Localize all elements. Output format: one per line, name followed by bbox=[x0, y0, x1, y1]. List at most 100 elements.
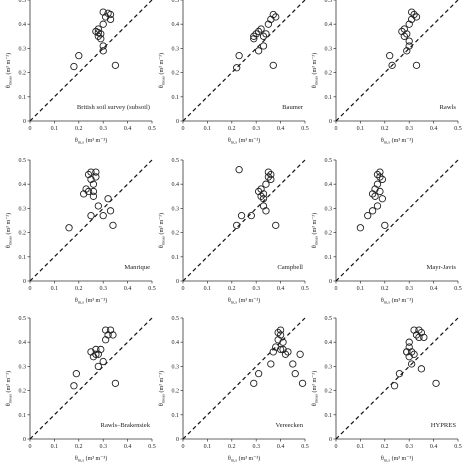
data-point bbox=[356, 224, 365, 232]
panel-2: 0 0.1 0.2 0.3 0.4 0.5 0 0.1 0.2 0.3 0.4 0.5 Baumer θm… bbox=[158, 0, 309, 146]
x-tick-label: 0.1 bbox=[357, 444, 365, 450]
y-tick-label: 0.4 bbox=[172, 22, 180, 28]
data-point bbox=[289, 360, 297, 368]
x-tick-label: 0 bbox=[335, 286, 338, 292]
y-tick-label: 0 bbox=[176, 279, 179, 285]
data-point bbox=[235, 166, 243, 174]
data-point bbox=[106, 207, 115, 215]
x-axis-label: θm,s (m³ m⁻³) bbox=[381, 455, 413, 464]
x-axis-label: θm,s (m³ m⁻³) bbox=[75, 455, 107, 464]
x-tick-label: 0.2 bbox=[75, 126, 83, 132]
data-point bbox=[405, 42, 413, 50]
data-point bbox=[279, 338, 287, 346]
y-tick-label: 0.3 bbox=[172, 206, 180, 212]
y-axis-label: θmeas (m³ m⁻³) bbox=[311, 213, 319, 248]
data-point bbox=[233, 64, 241, 72]
x-tick-label: 0.4 bbox=[430, 126, 438, 132]
x-tick-label: 0 bbox=[182, 286, 185, 292]
one-to-one-line bbox=[29, 159, 153, 282]
data-point bbox=[269, 61, 277, 69]
y-axis-label: θmeas (m³ m⁻³) bbox=[311, 371, 319, 406]
data-point bbox=[298, 379, 307, 387]
y-axis-label: θmeas (m³ m⁻³) bbox=[158, 213, 166, 248]
data-point bbox=[94, 202, 102, 210]
data-point bbox=[106, 10, 115, 19]
data-point bbox=[400, 32, 408, 40]
x-tick-label: 0.5 bbox=[454, 286, 462, 292]
panel-title: Campbell bbox=[277, 264, 303, 271]
data-point bbox=[70, 62, 78, 71]
one-to-one-line bbox=[335, 0, 459, 122]
data-point bbox=[99, 42, 107, 50]
y-tick-label: 0.5 bbox=[172, 316, 180, 322]
y-tick-label: 0.1 bbox=[325, 95, 333, 101]
x-tick-label: 0.4 bbox=[277, 286, 285, 292]
panel-title: British soil survey (subsoil) bbox=[77, 104, 150, 111]
data-point bbox=[257, 25, 265, 33]
y-tick-label: 0.2 bbox=[172, 71, 180, 77]
panel-title: Manrique bbox=[124, 264, 150, 271]
data-point bbox=[291, 370, 299, 378]
data-point bbox=[405, 37, 413, 45]
x-tick-label: 0.5 bbox=[454, 126, 462, 132]
one-to-one-line bbox=[29, 317, 153, 440]
data-point bbox=[410, 326, 418, 334]
y-axis-label: θmeas (m³ m⁻³) bbox=[5, 213, 13, 248]
x-axis-label: θm,s (m³ m⁻³) bbox=[75, 137, 107, 146]
data-point bbox=[237, 212, 246, 220]
y-tick-label: 0 bbox=[176, 437, 179, 443]
x-tick-label: 0 bbox=[182, 126, 185, 132]
x-tick-label: 0 bbox=[182, 444, 185, 450]
data-point bbox=[259, 32, 268, 40]
data-point bbox=[267, 170, 275, 179]
x-tick-label: 0 bbox=[29, 126, 32, 132]
x-tick-label: 0 bbox=[335, 126, 338, 132]
panel-5: 0 0.1 0.2 0.3 0.4 0.5 0 0.1 0.2 0.3 0.4 0.5 Campbell… bbox=[158, 158, 309, 306]
x-tick-label: 0.4 bbox=[124, 444, 132, 450]
x-tick-label: 0.1 bbox=[357, 286, 365, 292]
x-tick-label: 0.2 bbox=[228, 286, 236, 292]
x-tick-label: 0.5 bbox=[454, 444, 462, 450]
data-point bbox=[412, 13, 421, 21]
x-tick-label: 0.3 bbox=[252, 286, 260, 292]
x-tick-label: 0.1 bbox=[51, 126, 59, 132]
data-point bbox=[262, 207, 270, 215]
data-point bbox=[274, 328, 282, 337]
x-tick-label: 0.3 bbox=[405, 444, 413, 450]
data-point bbox=[92, 350, 100, 358]
x-tick-label: 0.3 bbox=[99, 286, 107, 292]
y-tick-label: 0.4 bbox=[325, 340, 333, 346]
data-point bbox=[252, 30, 260, 38]
one-to-one-line bbox=[335, 159, 459, 282]
x-tick-label: 0.2 bbox=[75, 444, 83, 450]
data-point bbox=[247, 212, 255, 220]
panel-title: Rawls–Brakensiek bbox=[101, 422, 151, 429]
x-axis-label: θm,s (m³ m⁻³) bbox=[381, 137, 413, 146]
data-point bbox=[70, 382, 78, 390]
y-tick-label: 0.3 bbox=[19, 46, 27, 52]
data-point bbox=[407, 8, 416, 16]
y-tick-label: 0.3 bbox=[19, 206, 27, 212]
x-tick-label: 0.5 bbox=[148, 126, 156, 132]
data-point bbox=[407, 348, 416, 356]
x-tick-label: 0.1 bbox=[51, 286, 59, 292]
x-tick-label: 0.2 bbox=[75, 286, 83, 292]
y-tick-label: 0.4 bbox=[19, 22, 27, 28]
data-point bbox=[264, 173, 273, 181]
data-point bbox=[395, 370, 404, 378]
x-tick-label: 0.2 bbox=[228, 126, 236, 132]
y-axis-label: θmeas (m³ m⁻³) bbox=[311, 53, 319, 88]
data-point bbox=[92, 173, 100, 181]
data-point bbox=[378, 175, 387, 184]
y-tick-label: 0 bbox=[329, 437, 332, 443]
x-tick-label: 0.2 bbox=[228, 444, 236, 450]
data-point bbox=[106, 15, 115, 24]
data-point bbox=[84, 187, 93, 196]
x-tick-label: 0 bbox=[29, 286, 32, 292]
x-axis-label: θm,s (m³ m⁻³) bbox=[75, 297, 107, 306]
y-tick-label: 0.5 bbox=[172, 158, 180, 164]
data-point bbox=[405, 338, 413, 346]
x-tick-label: 0.4 bbox=[277, 444, 285, 450]
x-tick-label: 0.2 bbox=[381, 444, 389, 450]
